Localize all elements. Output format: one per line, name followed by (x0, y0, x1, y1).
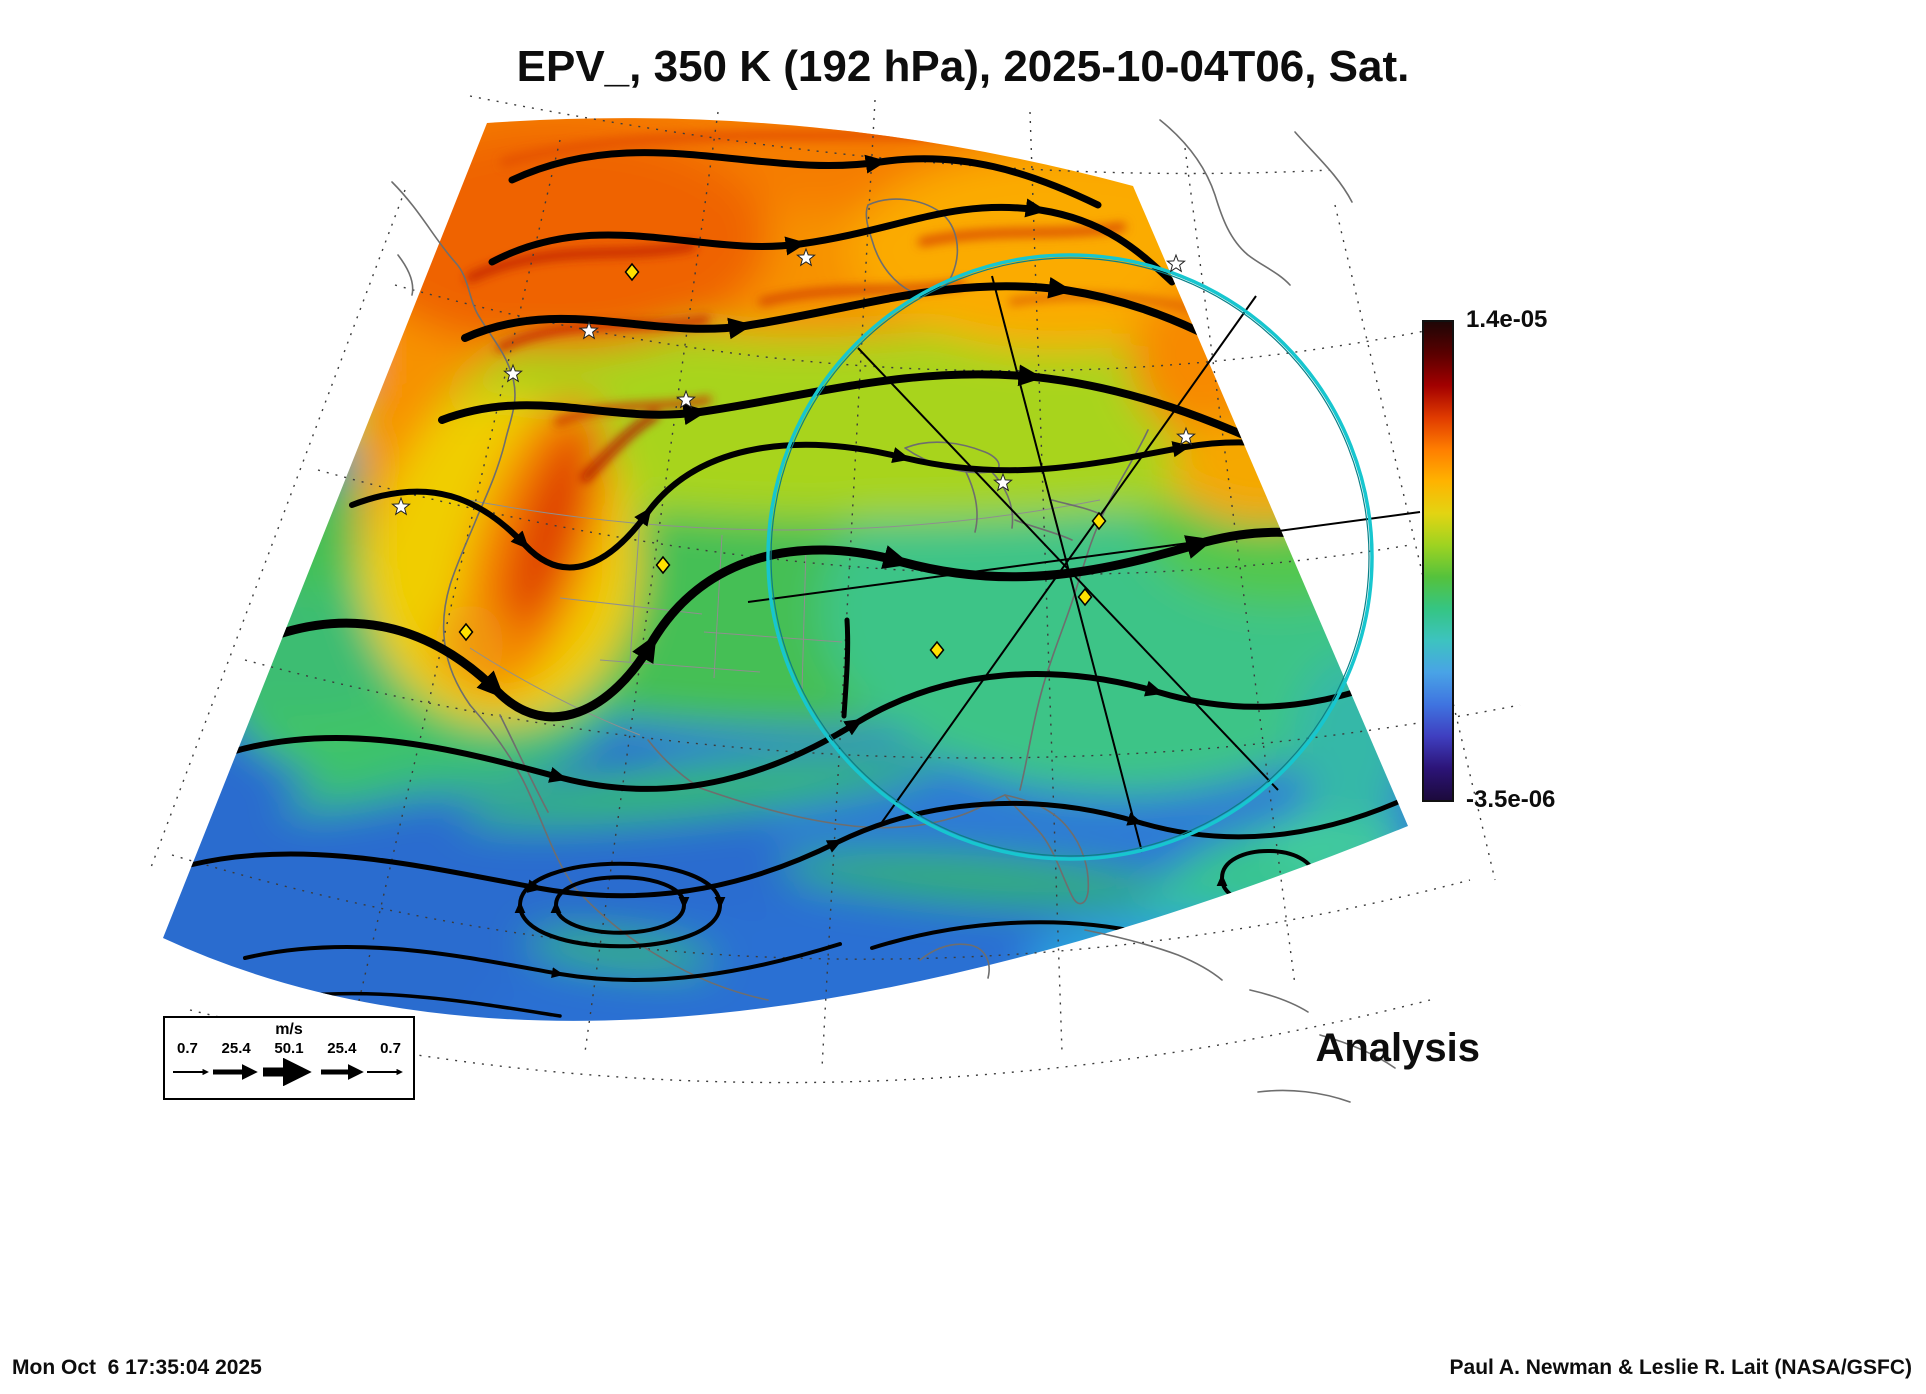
wind-legend-values: 0.7 25.4 50.1 25.4 0.7 (165, 1040, 413, 1057)
generation-timestamp: Mon Oct 6 17:35:04 2025 (12, 1356, 262, 1379)
colorbar-min-label: -3.5e-06 (1466, 786, 1556, 813)
analysis-label: Analysis (1315, 1026, 1480, 1070)
wind-legend-value: 0.7 (177, 1040, 198, 1057)
colorbar (1422, 320, 1454, 802)
wind-legend-units: m/s (275, 1021, 303, 1038)
page-title: EPV_, 350 K (192 hPa), 2025-10-04T06, Sa… (516, 42, 1410, 91)
wind-legend-value: 50.1 (274, 1040, 304, 1057)
wind-legend-arrow-scale (173, 1058, 403, 1086)
colorbar-max-label: 1.4e-05 (1466, 306, 1548, 333)
colorbar-gradient (1424, 322, 1452, 800)
range-ring (766, 253, 1374, 861)
wind-legend-value: 0.7 (380, 1040, 401, 1057)
credit-label: Paul A. Newman & Leslie R. Lait (NASA/GS… (1449, 1356, 1912, 1379)
station-star-icon (1166, 254, 1186, 272)
wind-speed-legend: m/s 0.7 25.4 50.1 25.4 0.7 (163, 1016, 415, 1100)
graticule (149, 95, 1521, 1084)
wind-legend-value: 25.4 (327, 1040, 357, 1057)
wind-legend-value: 25.4 (221, 1040, 251, 1057)
bearing-lines (747, 275, 1421, 853)
